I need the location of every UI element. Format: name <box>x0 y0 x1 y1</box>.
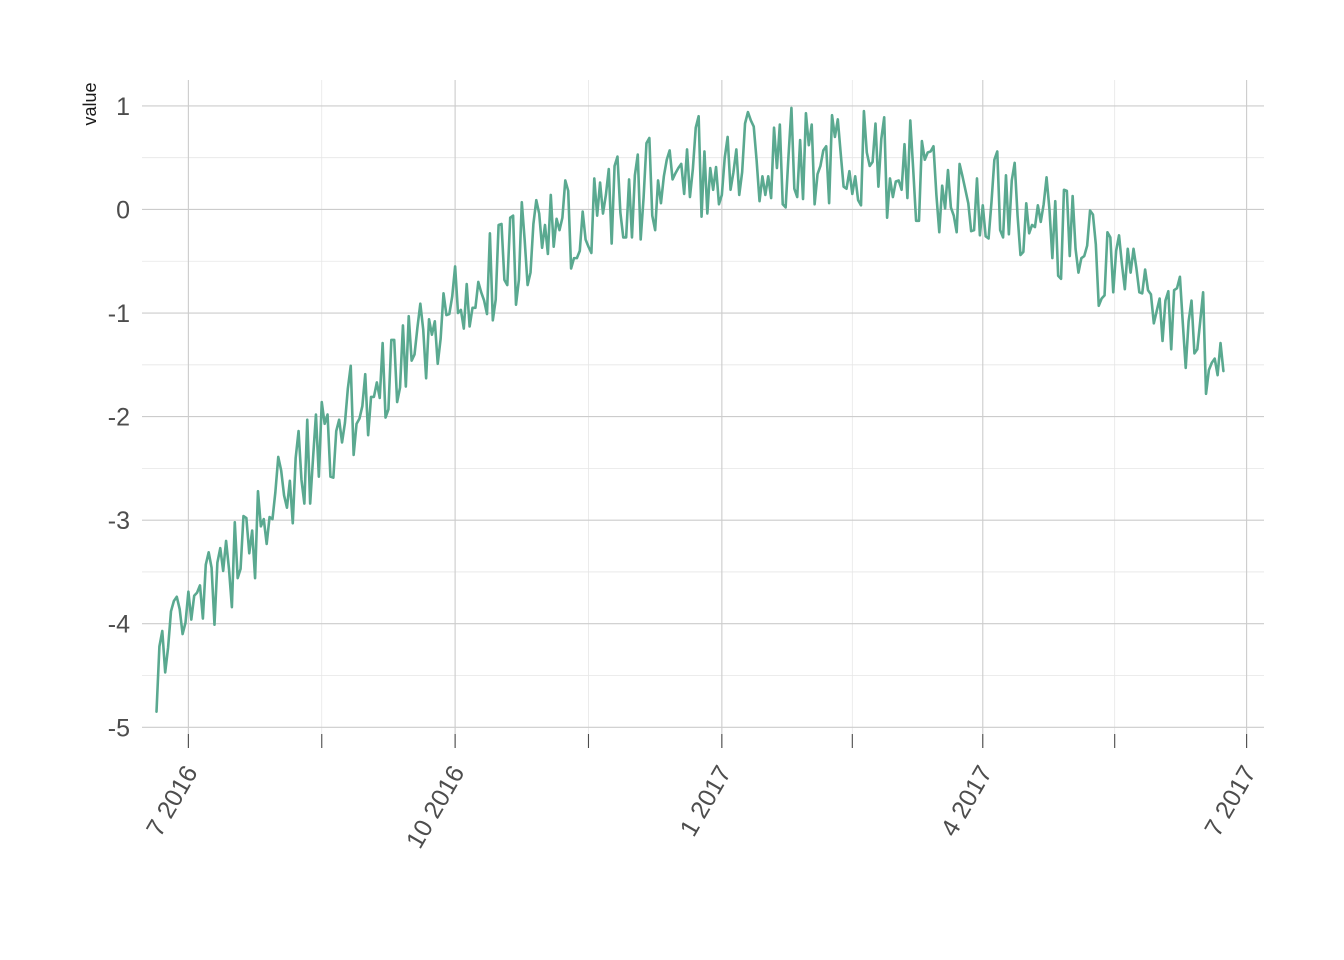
y-tick-label: -3 <box>108 507 130 535</box>
major-grid <box>142 80 1264 748</box>
axis-ticks <box>187 734 1248 748</box>
x-tick-label: 7 2017 <box>1199 761 1261 841</box>
x-axis-tick-labels: 7 2016 10 2016 1 2017 4 2017 7 2017 <box>141 761 1262 853</box>
y-tick-label: 0 <box>116 196 130 224</box>
y-axis-title: value <box>80 82 100 125</box>
x-tick-label: 1 2017 <box>675 761 737 841</box>
y-tick-label: -1 <box>108 300 130 328</box>
series-line <box>155 106 1225 714</box>
y-axis-tick-labels: 1 0 -1 -2 -3 -4 -5 <box>108 93 130 742</box>
x-tick-label: 4 2017 <box>935 761 997 841</box>
y-tick-label: -2 <box>108 404 130 432</box>
y-tick-label: 1 <box>116 93 130 121</box>
y-tick-label: -5 <box>108 714 130 742</box>
x-tick-label: 10 2016 <box>401 761 470 853</box>
x-tick-label: 7 2016 <box>141 761 203 841</box>
y-tick-label: -4 <box>108 611 130 639</box>
